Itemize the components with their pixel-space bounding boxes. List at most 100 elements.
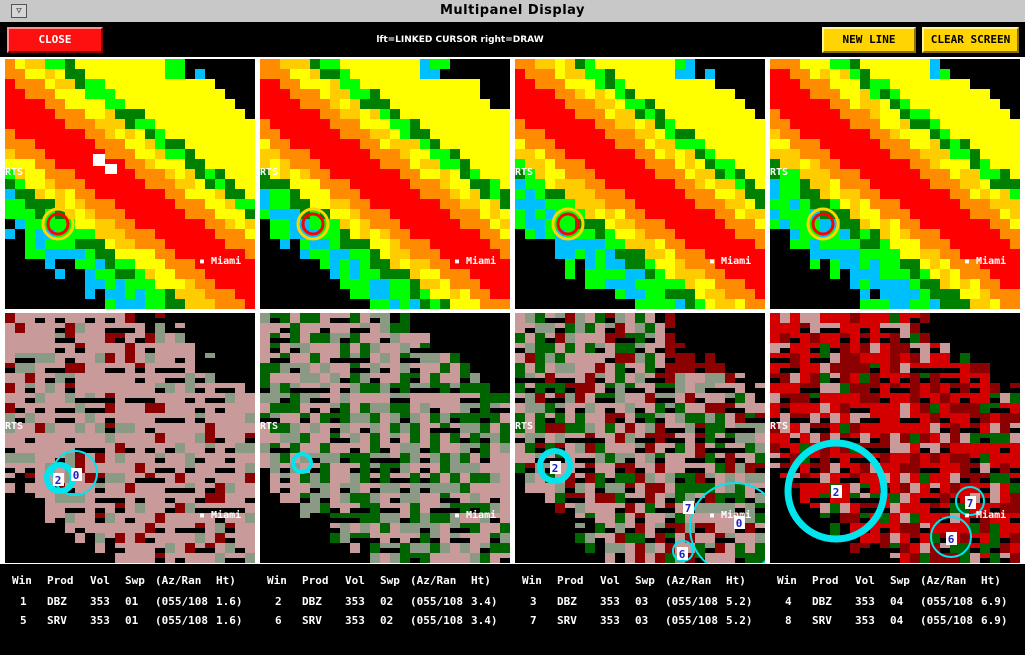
- radar-cell: [940, 229, 950, 239]
- marker-circle[interactable]: [955, 486, 985, 516]
- radar-cell: [595, 313, 605, 323]
- radar-cell: [810, 259, 820, 269]
- marker-circle[interactable]: [556, 212, 580, 236]
- radar-panel-1[interactable]: RTS ▪ Miami: [5, 59, 255, 309]
- marker-circle[interactable]: [811, 212, 835, 236]
- radar-cell: [25, 169, 35, 179]
- radar-cell: [500, 483, 510, 493]
- marker-circle[interactable]: [551, 207, 585, 241]
- radar-cell: [450, 89, 460, 99]
- radar-cell: [350, 313, 360, 323]
- radar-cell: [470, 149, 480, 159]
- radar-cell: [75, 393, 85, 398]
- marker-circle[interactable]: [301, 212, 325, 236]
- radar-cell: [165, 289, 175, 299]
- marker-circle[interactable]: [672, 540, 694, 562]
- radar-cell: [860, 463, 870, 473]
- radar-cell: [675, 199, 685, 209]
- radar-cell: [165, 229, 175, 239]
- radar-cell: [890, 199, 900, 209]
- radar-cell: [980, 523, 990, 533]
- radar-cell: [500, 423, 510, 433]
- radar-cell: [900, 513, 910, 523]
- radar-cell: [195, 393, 205, 403]
- radar-cell: [135, 493, 145, 498]
- radar-cell: [1010, 279, 1020, 289]
- radar-cell: [705, 259, 715, 269]
- marker-circle[interactable]: [689, 482, 765, 563]
- station-label: RTS: [260, 421, 279, 432]
- radar-cell: [185, 209, 195, 219]
- radar-cell: [920, 139, 930, 149]
- radar-panel-2[interactable]: RTS ▪ Miami: [260, 59, 510, 309]
- radar-cell: [235, 159, 245, 169]
- station-label: RTS: [260, 167, 279, 178]
- marker-circle[interactable]: [291, 452, 313, 474]
- radar-cell: [430, 413, 440, 423]
- radar-panel-4[interactable]: RTS ▪ Miami: [770, 59, 1020, 309]
- radar-cell: [830, 99, 840, 109]
- radar-cell: [330, 493, 340, 503]
- radar-cell: [605, 149, 615, 159]
- radar-cell: [890, 149, 900, 159]
- radar-cell: [575, 473, 585, 478]
- radar-cell: [185, 129, 195, 139]
- clear-screen-button[interactable]: CLEAR SCREEN: [922, 27, 1019, 53]
- radar-cell: [460, 403, 470, 413]
- radar-cell: [830, 139, 840, 149]
- radar-cell: [115, 343, 125, 353]
- radar-cell: [940, 299, 950, 309]
- radar-cell: [790, 343, 800, 353]
- radar-cell: [115, 289, 125, 299]
- radar-cell: [725, 533, 735, 538]
- radar-cell: [280, 239, 290, 249]
- radar-cell: [575, 393, 585, 403]
- radar-cell: [330, 363, 340, 373]
- radar-cell: [705, 513, 715, 523]
- marker-circle[interactable]: [537, 448, 573, 484]
- radar-cell: [460, 289, 470, 299]
- radar-cell: [790, 323, 800, 333]
- radar-cell: [290, 129, 300, 139]
- marker-circle[interactable]: [46, 212, 70, 236]
- radar-cell: [880, 259, 890, 269]
- radar-cell: [655, 289, 665, 299]
- radar-cell: [635, 403, 645, 408]
- radar-cell: [920, 533, 930, 543]
- radar-cell: [800, 333, 810, 343]
- svg-text:2: 2: [552, 462, 559, 475]
- radar-cell: [990, 159, 1000, 169]
- marker-circle[interactable]: [296, 207, 330, 241]
- radar-cell: [370, 423, 380, 433]
- marker-circle[interactable]: [784, 439, 888, 543]
- radar-cell: [55, 423, 65, 433]
- radar-cell: [870, 413, 880, 418]
- radar-cell: [420, 89, 430, 99]
- marker-circle[interactable]: [930, 516, 972, 558]
- radar-cell: [830, 313, 840, 323]
- radar-cell: [595, 179, 605, 189]
- radar-cell: [1010, 483, 1020, 493]
- radar-cell: [890, 453, 900, 463]
- radar-cell: [185, 523, 195, 528]
- radar-cell: [125, 259, 135, 269]
- radar-cell: [1010, 129, 1020, 139]
- radar-cell: [685, 423, 695, 433]
- marker-circle[interactable]: [41, 207, 75, 241]
- radar-cell: [490, 289, 500, 299]
- close-button[interactable]: CLOSE: [7, 27, 103, 53]
- new-line-button[interactable]: NEW LINE: [822, 27, 916, 53]
- marker-circle[interactable]: [806, 207, 840, 241]
- radar-panel-6[interactable]: RTS ▪ Miami: [260, 313, 510, 563]
- radar-cell: [705, 383, 715, 388]
- radar-cell: [970, 443, 980, 453]
- radar-cell: [705, 533, 715, 543]
- radar-cell: [960, 463, 970, 473]
- radar-cell: [770, 403, 780, 413]
- radar-cell: [910, 69, 920, 79]
- window-menu-button[interactable]: ▽: [11, 4, 27, 18]
- radar-panel-3[interactable]: RTS ▪ Miami: [515, 59, 765, 309]
